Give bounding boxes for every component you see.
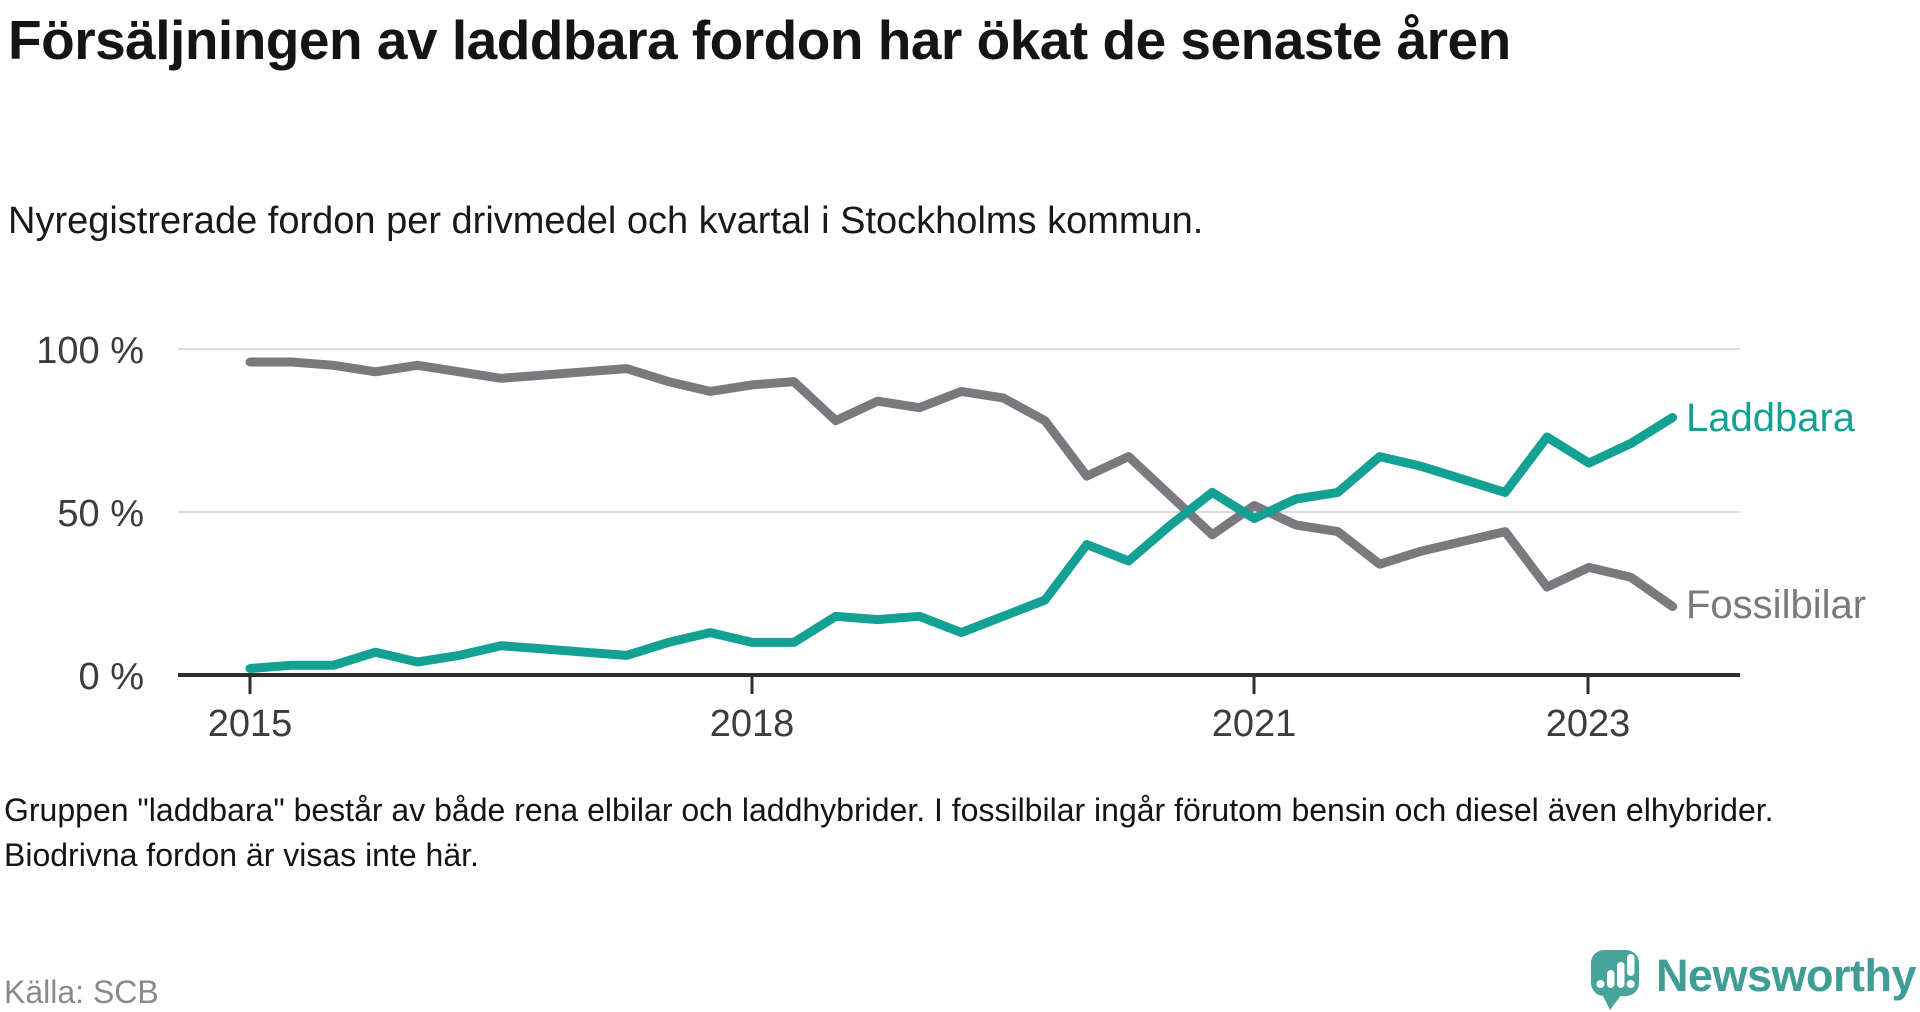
series-laddbara-line xyxy=(245,413,1678,673)
x-tick-2018: 2018 xyxy=(710,703,795,745)
chart-title: Försäljningen av laddbara fordon har öka… xyxy=(8,9,1511,71)
newsworthy-wordmark: Newsworthy xyxy=(1655,950,1917,1001)
x-tick-2015: 2015 xyxy=(208,703,293,745)
newsworthy-logo[interactable]: Newsworthy xyxy=(1590,940,1917,1012)
x-tick-2021: 2021 xyxy=(1212,703,1297,745)
y-tick-100: 100 % xyxy=(36,330,144,372)
series-label-laddbara: Laddbara xyxy=(1686,396,1856,440)
source-label: Källa: SCB xyxy=(4,974,159,1010)
series-fossilbilar-line xyxy=(245,357,1678,611)
chart-subtitle: Nyregistrerade fordon per drivmedel och … xyxy=(8,200,1204,242)
x-tick-2023: 2023 xyxy=(1546,703,1631,745)
series-label-fossilbilar: Fossilbilar xyxy=(1686,583,1866,627)
y-tick-50: 50 % xyxy=(57,493,144,535)
y-tick-0: 0 % xyxy=(79,656,144,698)
newsworthy-bubble-icon xyxy=(1590,950,1639,1010)
footnote: Gruppen "laddbara" består av både rena e… xyxy=(4,792,1774,873)
